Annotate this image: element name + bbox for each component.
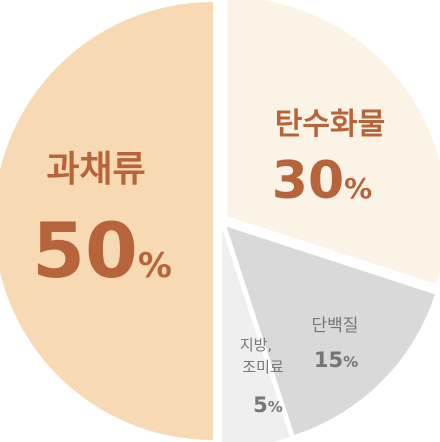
slice-value-carbohydrates: 30% [272, 151, 372, 211]
slice-value-protein: 15% [314, 348, 358, 372]
slice-label-carbohydrates: 탄수화물 [275, 107, 385, 142]
slice-label-vegetables: 과채류 [46, 149, 145, 190]
slice-fat-seasoning [222, 228, 290, 442]
slice-label-fat-seasoning-line1: 지방, [240, 336, 272, 354]
slice-value-vegetables: 50% [32, 206, 172, 295]
slice-carbohydrates [227, 0, 440, 284]
slice-label-fat-seasoning-line2: 조미료 [242, 358, 284, 376]
slice-value-fat-seasoning: 5% [253, 393, 283, 417]
slice-vegetables [0, 2, 213, 440]
slice-label-protein: 단백질 [312, 316, 359, 336]
slice-protein [226, 226, 435, 435]
